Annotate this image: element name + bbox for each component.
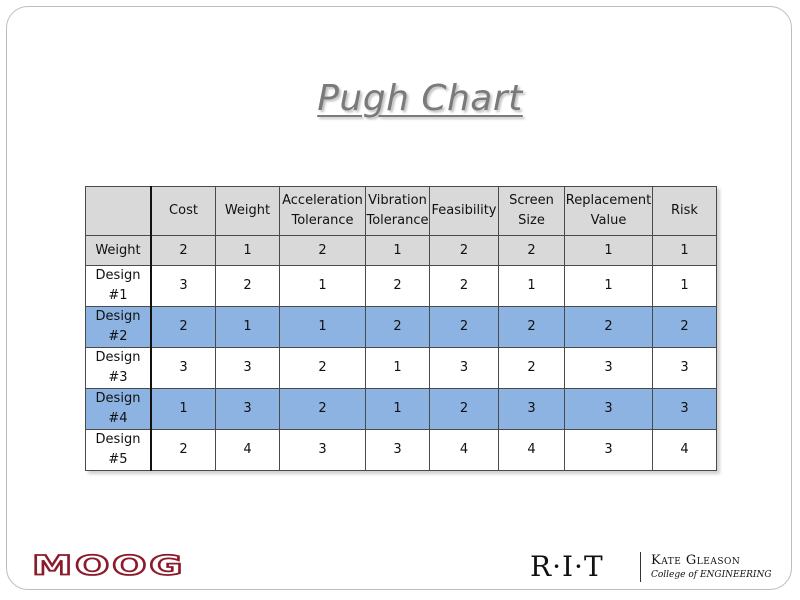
row-label: Design #5: [85, 429, 152, 471]
table-row: Design #1 3 2 1 2 2 1 1 1: [85, 265, 717, 307]
score-cell: 2: [150, 429, 216, 471]
score-cell: 1: [498, 265, 565, 307]
score-cell: 2: [652, 306, 717, 348]
header-screen-size: Screen Size: [498, 186, 565, 236]
header-cost: Cost: [150, 186, 216, 236]
score-cell: 3: [652, 388, 717, 430]
score-cell: 2: [429, 388, 499, 430]
header-weight: Weight: [215, 186, 280, 236]
score-cell: 2: [429, 265, 499, 307]
weight-cell: 2: [498, 235, 565, 266]
weight-row-label: Weight: [85, 235, 152, 266]
header-feasibility: Feasibility: [429, 186, 499, 236]
score-cell: 2: [564, 306, 653, 348]
score-cell: 4: [215, 429, 280, 471]
weight-row: Weight 2 1 2 1 2 2 1 1: [85, 235, 717, 266]
score-cell: 1: [215, 306, 280, 348]
score-cell: 3: [652, 347, 717, 389]
score-cell: 3: [215, 388, 280, 430]
slide-title: Pugh Chart: [317, 78, 523, 119]
rit-logo: R·I·T: [530, 550, 604, 583]
weight-cell: 2: [279, 235, 366, 266]
score-cell: 4: [429, 429, 499, 471]
row-label: Design #2: [85, 306, 152, 348]
row-label: Design #4: [85, 388, 152, 430]
weight-cell: 1: [652, 235, 717, 266]
weight-cell: 1: [564, 235, 653, 266]
pugh-chart-table: Cost Weight Acceleration Tolerance Vibra…: [85, 186, 717, 471]
header-replacement-value: Replacement Value: [564, 186, 653, 236]
score-cell: 2: [365, 306, 430, 348]
logo-divider: [640, 552, 641, 582]
score-cell: 2: [498, 306, 565, 348]
score-cell: 2: [365, 265, 430, 307]
score-cell: 1: [652, 265, 717, 307]
score-cell: 1: [150, 388, 216, 430]
score-cell: 3: [498, 388, 565, 430]
header-row: Cost Weight Acceleration Tolerance Vibra…: [85, 186, 717, 236]
weight-cell: 2: [150, 235, 216, 266]
table-row: Design #3 3 3 2 1 3 2 3 3: [85, 347, 717, 389]
kate-gleason-wordmark: Kate Gleason: [651, 553, 741, 568]
score-cell: 2: [498, 347, 565, 389]
score-cell: 2: [279, 347, 366, 389]
table-row: Design #2 2 1 1 2 2 2 2 2: [85, 306, 717, 348]
score-cell: 3: [564, 388, 653, 430]
score-cell: 1: [365, 388, 430, 430]
weight-cell: 1: [215, 235, 280, 266]
college-of-engineering-wordmark: College of ENGINEERING: [651, 570, 772, 580]
row-label: Design #3: [85, 347, 152, 389]
score-cell: 3: [365, 429, 430, 471]
score-cell: 1: [564, 265, 653, 307]
score-cell: 4: [498, 429, 565, 471]
table-row: Design #4 1 3 2 1 2 3 3 3: [85, 388, 717, 430]
row-label: Design #1: [85, 265, 152, 307]
header-vibration-tolerance: Vibration Tolerance: [365, 186, 430, 236]
header-acceleration-tolerance: Acceleration Tolerance: [279, 186, 366, 236]
weight-cell: 2: [429, 235, 499, 266]
header-risk: Risk: [652, 186, 717, 236]
score-cell: 2: [279, 388, 366, 430]
score-cell: 3: [429, 347, 499, 389]
score-cell: 3: [279, 429, 366, 471]
score-cell: 1: [279, 265, 366, 307]
score-cell: 3: [150, 265, 216, 307]
score-cell: 3: [564, 347, 653, 389]
table-row: Design #5 2 4 3 3 4 4 3 4: [85, 429, 717, 471]
score-cell: 3: [215, 347, 280, 389]
score-cell: 3: [150, 347, 216, 389]
score-cell: 2: [215, 265, 280, 307]
score-cell: 3: [564, 429, 653, 471]
score-cell: 2: [150, 306, 216, 348]
score-cell: 2: [429, 306, 499, 348]
score-cell: 1: [365, 347, 430, 389]
weight-cell: 1: [365, 235, 430, 266]
moog-logo: MOOG: [31, 549, 186, 582]
score-cell: 4: [652, 429, 717, 471]
corner-cell: [85, 186, 152, 236]
score-cell: 1: [279, 306, 366, 348]
